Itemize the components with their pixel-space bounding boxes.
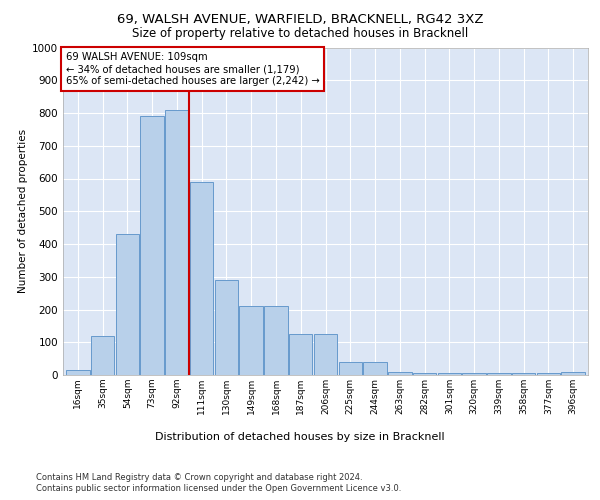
Bar — [463, 374, 486, 375]
Bar — [314, 334, 337, 375]
Bar — [413, 374, 436, 375]
Text: Contains public sector information licensed under the Open Government Licence v3: Contains public sector information licen… — [36, 484, 401, 493]
Bar — [536, 374, 560, 375]
Bar — [512, 374, 535, 375]
Bar — [66, 370, 89, 375]
Bar — [338, 362, 362, 375]
Bar — [190, 182, 214, 375]
Bar — [116, 234, 139, 375]
Text: Contains HM Land Registry data © Crown copyright and database right 2024.: Contains HM Land Registry data © Crown c… — [36, 472, 362, 482]
Text: Distribution of detached houses by size in Bracknell: Distribution of detached houses by size … — [155, 432, 445, 442]
Text: 69, WALSH AVENUE, WARFIELD, BRACKNELL, RG42 3XZ: 69, WALSH AVENUE, WARFIELD, BRACKNELL, R… — [117, 12, 483, 26]
Bar — [264, 306, 288, 375]
Text: 69 WALSH AVENUE: 109sqm
← 34% of detached houses are smaller (1,179)
65% of semi: 69 WALSH AVENUE: 109sqm ← 34% of detache… — [65, 52, 319, 86]
Bar — [289, 334, 313, 375]
Bar — [239, 306, 263, 375]
Bar — [91, 336, 115, 375]
Text: Size of property relative to detached houses in Bracknell: Size of property relative to detached ho… — [132, 28, 468, 40]
Bar — [363, 362, 387, 375]
Bar — [215, 280, 238, 375]
Bar — [487, 374, 511, 375]
Y-axis label: Number of detached properties: Number of detached properties — [18, 129, 28, 294]
Bar — [388, 372, 412, 375]
Bar — [140, 116, 164, 375]
Bar — [165, 110, 188, 375]
Bar — [562, 372, 585, 375]
Bar — [437, 374, 461, 375]
